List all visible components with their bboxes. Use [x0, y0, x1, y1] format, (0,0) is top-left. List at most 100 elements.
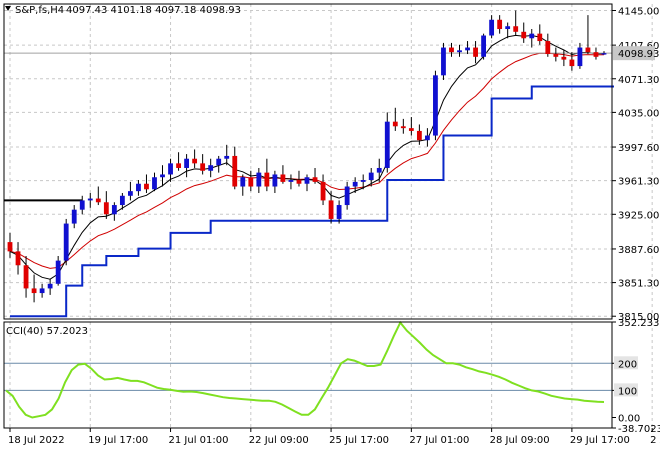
candle-body [103, 202, 109, 215]
candle [63, 218, 69, 266]
candle-body [545, 41, 551, 55]
candle-body [505, 26, 511, 30]
ema-slow-line [9, 52, 605, 269]
candle [344, 181, 350, 210]
candle-body [457, 50, 462, 53]
candle [304, 174, 310, 192]
candle [200, 154, 206, 175]
y-tick-label: 3961.30 [618, 177, 659, 188]
overlays [4, 34, 614, 318]
candle-body [71, 209, 77, 224]
candle [569, 52, 575, 71]
current-price-label: 4098.93 [618, 49, 659, 60]
candle [400, 118, 406, 134]
candle [441, 42, 446, 80]
y-tick-label: 4145.00 [618, 6, 659, 17]
candle [47, 279, 53, 295]
candle [368, 167, 374, 187]
candle [473, 41, 478, 64]
axes: 4145.004107.604071.304035.003997.603961.… [3, 3, 660, 446]
candle [593, 47, 599, 60]
candle [55, 256, 61, 286]
candle-body [31, 288, 37, 294]
candle [585, 15, 591, 55]
candle [23, 256, 29, 298]
candle [577, 42, 583, 69]
candle-body [336, 205, 342, 219]
candle-body [119, 195, 125, 206]
candle [457, 44, 462, 57]
candle-body [79, 200, 85, 210]
candle-body [344, 186, 350, 206]
y-tick-label: 4035.00 [618, 108, 659, 119]
candle [71, 205, 77, 229]
candle-body [521, 31, 527, 39]
candle-body [87, 198, 93, 201]
candle-body [384, 121, 390, 168]
candle-body [216, 158, 222, 166]
candle [312, 167, 318, 184]
cci-y-tick-label: 352.2333 [618, 318, 660, 329]
candle [505, 22, 511, 39]
candle-body [288, 180, 294, 182]
candle-body [39, 288, 45, 294]
x-tick-label: 2 Aug 01:00 [650, 435, 660, 446]
candle-body [433, 75, 438, 136]
candle [168, 158, 173, 182]
candle-body [95, 198, 101, 203]
x-tick-label: 28 Jul 09:00 [490, 435, 550, 446]
candle [176, 152, 181, 171]
indicator-frame [3, 321, 613, 429]
candle-body [441, 47, 446, 76]
candle [160, 165, 165, 187]
candle-body [304, 177, 310, 184]
candle [537, 24, 543, 45]
candle [481, 33, 487, 60]
candle-body [264, 172, 270, 187]
y-tick-label: 4071.30 [618, 75, 659, 86]
symbol-label: S&P,fs,H4 [15, 5, 64, 16]
candle [240, 174, 246, 196]
candle-body [529, 33, 535, 39]
candle-body [23, 265, 29, 289]
candle [103, 191, 109, 219]
candle [79, 195, 85, 215]
candle-body [15, 251, 21, 266]
candle-body [184, 158, 190, 168]
candle [192, 149, 198, 168]
candle-body [513, 26, 519, 32]
candle [31, 274, 37, 303]
candle [392, 107, 398, 131]
dropdown-triangle-icon[interactable] [5, 6, 11, 11]
indicator-grid [4, 322, 653, 428]
candle [296, 170, 302, 187]
candle [111, 202, 117, 221]
x-tick-label: 21 Jul 01:00 [169, 435, 229, 446]
candle-body [200, 163, 206, 171]
candle [248, 170, 254, 192]
x-tick-label: 22 Jul 09:00 [249, 435, 309, 446]
candle-body [47, 283, 53, 289]
candle [424, 128, 430, 147]
trailing-stop-line [10, 85, 614, 318]
candle [352, 177, 358, 193]
candle-body [585, 47, 591, 53]
candle [416, 124, 422, 145]
candle [152, 172, 157, 192]
candle-body [152, 177, 157, 190]
cci-level-label: 100 [618, 386, 637, 397]
ema-fast-line [9, 34, 605, 280]
candle-body [240, 177, 246, 187]
candle-body [248, 177, 254, 187]
y-tick-label: 3851.30 [618, 279, 659, 290]
candle-body [328, 200, 334, 219]
candle-body [601, 53, 607, 55]
chart-header: S&P,fs,H4 4097.43 4101.18 4097.18 4098.9… [5, 5, 241, 16]
candle [95, 186, 101, 206]
candle [144, 174, 149, 193]
candle [15, 242, 21, 275]
candle-body [537, 33, 543, 42]
candle-body [416, 130, 422, 141]
x-tick-label: 29 Jul 17:00 [570, 435, 630, 446]
candle [224, 144, 230, 166]
